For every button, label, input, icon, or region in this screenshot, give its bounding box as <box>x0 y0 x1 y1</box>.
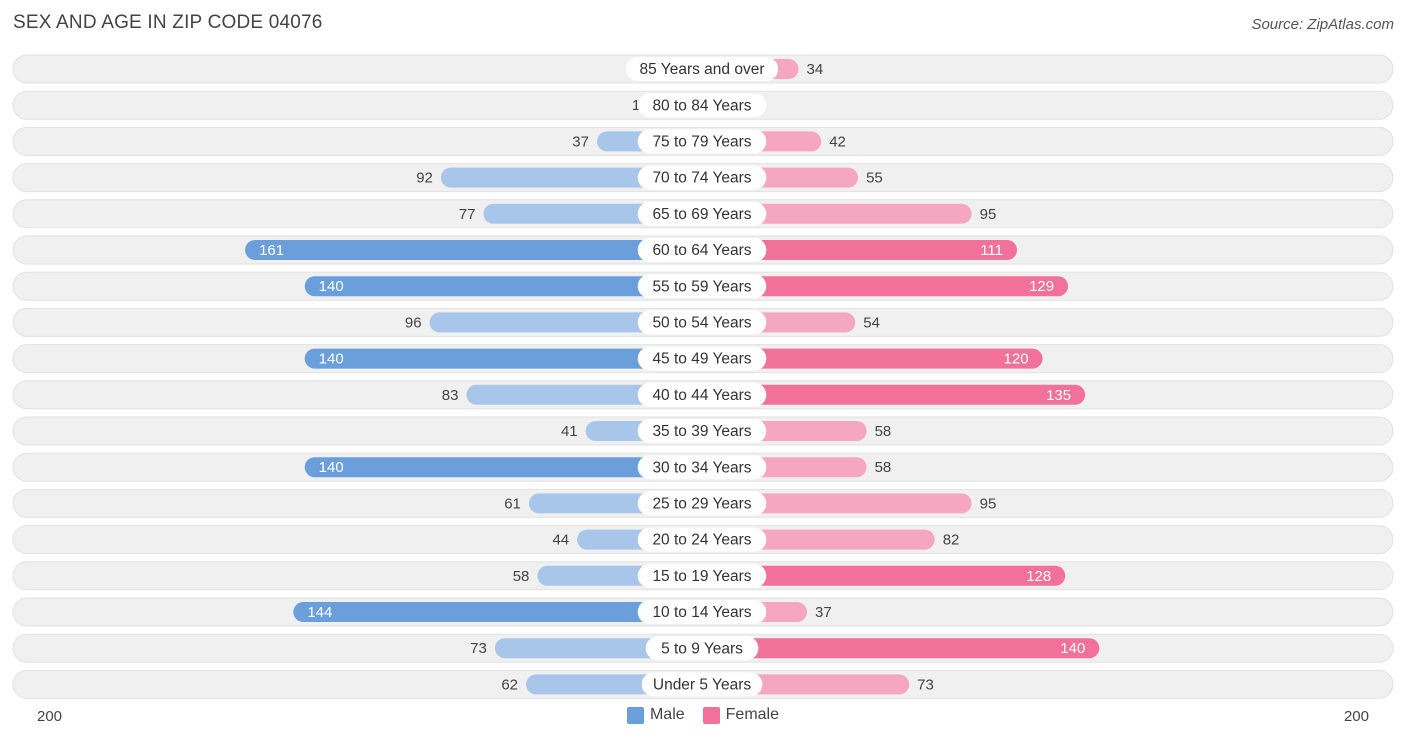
category-pill <box>637 201 767 226</box>
category-label: 80 to 84 Years <box>652 97 751 114</box>
category-pill <box>637 527 767 552</box>
legend: Male Female <box>0 706 1406 724</box>
male-value-label: 140 <box>319 351 344 368</box>
female-value-label: 58 <box>875 423 892 440</box>
category-pill <box>637 563 767 588</box>
male-bar <box>440 167 702 188</box>
female-bar <box>702 276 1069 297</box>
female-value-label: 128 <box>1026 568 1051 585</box>
female-value-label: 82 <box>943 532 960 549</box>
female-value-label: 42 <box>829 133 846 150</box>
category-pill <box>637 238 767 262</box>
male-value-label: 41 <box>561 423 578 440</box>
female-value-label: 95 <box>980 495 997 512</box>
category-label: 20 to 24 Years <box>652 532 751 549</box>
category-label: 15 to 19 Years <box>652 568 751 585</box>
category-pill <box>637 419 767 443</box>
female-value-label: 135 <box>1046 387 1071 404</box>
male-value-label: 58 <box>513 568 530 585</box>
category-pill <box>637 274 767 299</box>
male-value-label: 140 <box>319 278 344 295</box>
category-label: 45 to 49 Years <box>652 351 751 368</box>
category-pill <box>641 672 763 697</box>
male-value-label: 77 <box>459 206 476 223</box>
category-label: 55 to 59 Years <box>652 278 751 295</box>
legend-male-label: Male <box>649 706 685 723</box>
category-label: 65 to 69 Years <box>652 206 751 223</box>
female-value-label: 120 <box>1004 351 1029 368</box>
male-value-label: 92 <box>416 170 433 187</box>
female-value-label: 58 <box>875 459 892 476</box>
male-swatch-icon <box>626 706 644 724</box>
axis-left-label: 200 <box>37 708 63 725</box>
category-label: 40 to 44 Years <box>652 387 751 404</box>
category-label: 10 to 14 Years <box>652 604 751 621</box>
male-bar <box>293 602 702 622</box>
category-pill <box>637 93 767 118</box>
category-pill <box>637 455 767 480</box>
male-value-label: 73 <box>470 640 487 657</box>
female-value-label: 129 <box>1029 278 1054 295</box>
female-value-label: 111 <box>980 242 1003 259</box>
category-label: Under 5 Years <box>653 676 751 693</box>
male-value-label: 161 <box>259 242 284 259</box>
female-value-label: 55 <box>866 170 883 187</box>
category-pill <box>637 382 767 407</box>
category-label: 70 to 74 Years <box>652 170 751 187</box>
male-value-label: 61 <box>504 495 521 512</box>
male-value-label: 96 <box>405 314 422 331</box>
category-label: 35 to 39 Years <box>652 423 751 440</box>
female-bar <box>702 348 1043 369</box>
category-label: 85 Years and over <box>640 61 765 78</box>
female-bar <box>702 384 1086 405</box>
category-pill <box>637 129 767 154</box>
category-pill <box>625 57 779 81</box>
female-value-label: 34 <box>806 61 823 78</box>
female-bar <box>702 493 972 514</box>
male-value-label: 83 <box>442 387 459 404</box>
male-value-label: 144 <box>307 604 332 621</box>
male-bar <box>245 240 702 260</box>
male-value-label: 37 <box>572 133 589 150</box>
category-pill <box>637 491 767 516</box>
female-bar <box>702 240 1018 260</box>
category-pill <box>637 310 767 335</box>
female-value-label: 37 <box>815 604 832 621</box>
male-bar <box>429 312 702 333</box>
female-value-label: 140 <box>1060 640 1085 657</box>
category-label: 30 to 34 Years <box>652 459 751 476</box>
male-bar <box>304 348 702 369</box>
female-bar <box>702 638 1100 659</box>
category-pill <box>637 600 767 624</box>
female-value-label: 73 <box>917 676 934 693</box>
axis-right-label: 200 <box>1343 708 1369 725</box>
female-swatch-icon <box>702 706 720 724</box>
category-label: 5 to 9 Years <box>661 640 743 657</box>
category-label: 25 to 29 Years <box>652 495 751 512</box>
male-value-label: 140 <box>319 459 344 476</box>
category-pill <box>637 346 767 371</box>
category-label: 60 to 64 Years <box>652 242 751 259</box>
chart-title: SEX AND AGE IN ZIP CODE 04076 <box>13 12 323 33</box>
category-pill <box>645 636 759 661</box>
female-bar <box>702 203 972 224</box>
legend-item-male[interactable]: Male <box>626 706 685 724</box>
legend-item-female[interactable]: Female <box>702 706 780 724</box>
category-pill <box>637 165 767 190</box>
category-label: 75 to 79 Years <box>652 133 751 150</box>
source-label: Source: ZipAtlas.com <box>1251 16 1394 33</box>
female-value-label: 95 <box>980 206 997 223</box>
legend-female-label: Female <box>725 706 780 723</box>
male-value-label: 62 <box>501 676 518 693</box>
female-value-label: 54 <box>863 314 880 331</box>
female-bar <box>702 565 1066 586</box>
male-bar <box>304 457 702 478</box>
male-bar <box>304 276 702 297</box>
male-value-label: 44 <box>552 532 569 549</box>
category-label: 50 to 54 Years <box>652 314 751 331</box>
